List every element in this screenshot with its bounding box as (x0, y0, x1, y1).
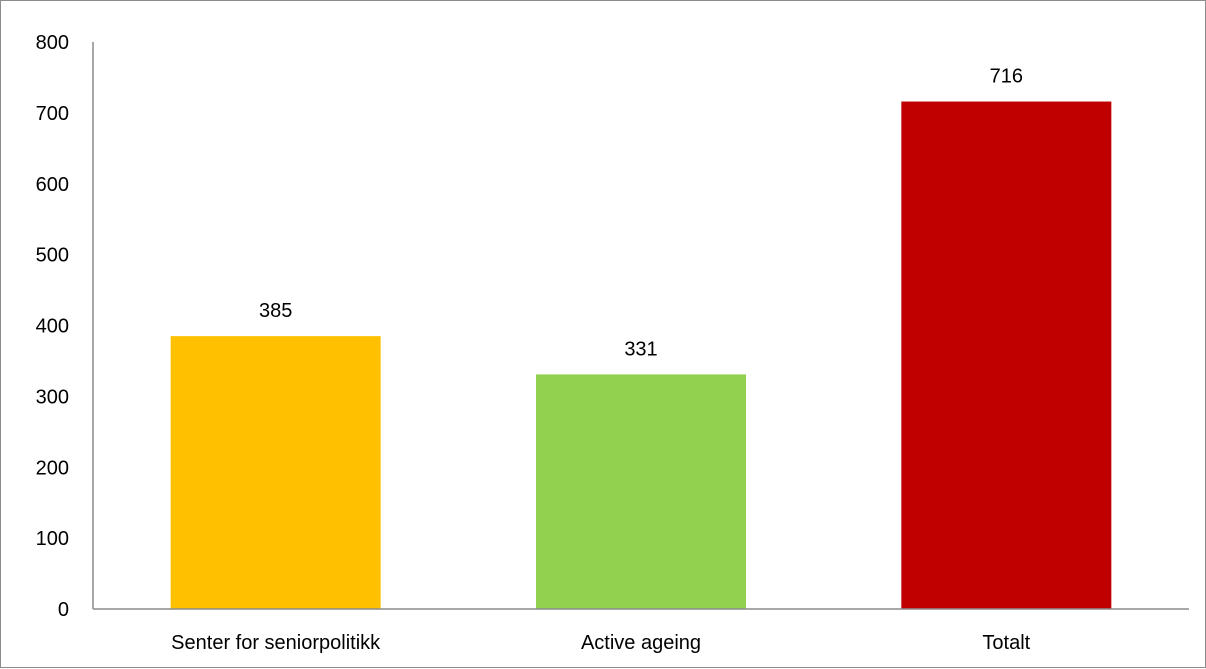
x-tick-label: Active ageing (581, 632, 701, 654)
data-label: 331 (624, 338, 657, 360)
y-tick-label: 300 (36, 386, 69, 408)
y-tick-label: 400 (36, 316, 69, 338)
y-tick-label: 600 (36, 174, 69, 196)
bar-3 (901, 101, 1112, 609)
y-tick-label: 100 (36, 528, 69, 550)
data-label: 385 (259, 300, 292, 322)
y-tick-label: 200 (36, 457, 69, 479)
data-label: 716 (990, 66, 1023, 88)
x-tick-label: Senter for seniorpolitikk (171, 632, 381, 654)
y-tick-label: 500 (36, 245, 69, 267)
x-axis-ticks: Senter for seniorpolitikk Active ageing To… (171, 632, 1030, 654)
y-tick-label: 0 (58, 599, 69, 621)
bars (170, 101, 1112, 609)
x-tick-label: Totalt (982, 632, 1030, 654)
bar-1 (170, 336, 381, 609)
y-axis-ticks: 0 100 200 300 400 500 600 700 800 (36, 32, 69, 621)
y-tick-label: 800 (36, 32, 69, 54)
bar-2 (536, 374, 746, 609)
y-tick-label: 700 (36, 103, 69, 125)
data-labels: 385 331 716 (259, 66, 1023, 361)
